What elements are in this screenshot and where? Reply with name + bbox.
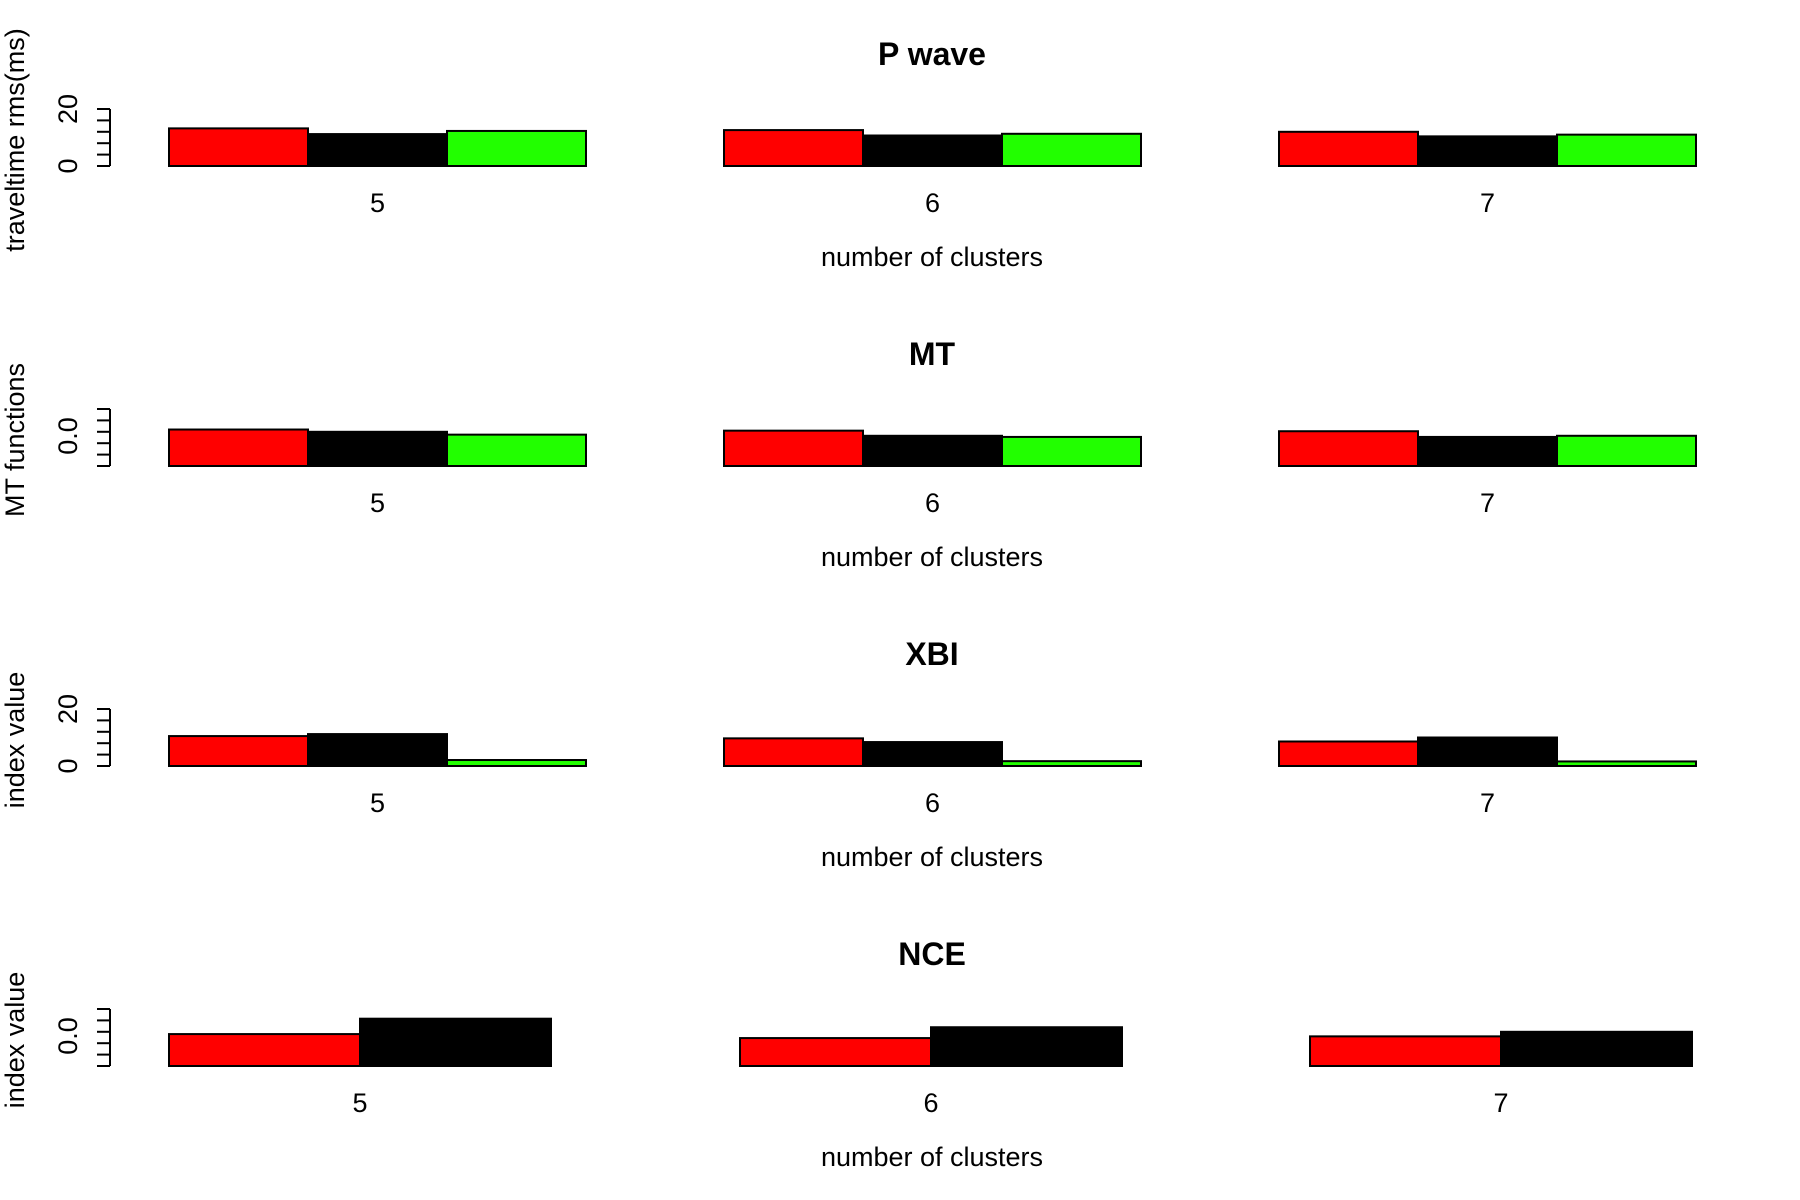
x-tick-label: 5 [352,1088,367,1118]
bar-5-series-2 [307,133,448,168]
y-axis-label: traveltime rms(ms) [0,28,30,252]
bar-6-series-1 [739,1037,932,1068]
y-tick-label: 0.0 [53,417,83,455]
bar-7-series-3 [1556,434,1697,467]
panel-1: P wave traveltime rms(ms) 0 20 5 6 7 number of … [0,28,1697,272]
bar-7-series-2 [1417,736,1558,767]
bar-5-series-3 [446,129,587,168]
chart-title: MT [909,336,956,372]
panel-4: NCE index value 0.0 5 6 7 number of clusters [0,936,1693,1172]
bar-6-series-3 [1001,760,1142,767]
y-tick-label: 20 [53,694,83,724]
bar-7-series-1 [1309,1035,1502,1067]
y-axis-label: index value [0,972,30,1109]
bar-7-series-2 [1500,1030,1693,1068]
x-axis-label: number of clusters [821,542,1043,572]
bar-5-series-1 [168,1033,361,1068]
bar-7-series-1 [1278,430,1419,467]
x-tick-label: 7 [1480,188,1495,218]
bar-6-series-1 [723,129,864,167]
bar-6-series-2 [930,1026,1123,1067]
bar-7-series-1 [1278,130,1419,168]
panel-2: MT MT functions 0.0 5 6 7 number of clusters [0,336,1697,572]
chart-title: NCE [898,936,966,972]
bar-7-series-2 [1417,435,1558,467]
bar-6-series-3 [1001,435,1142,467]
bar-5-series-1 [168,735,309,767]
y-axis-label: MT functions [0,363,30,517]
bar-6-series-2 [862,741,1003,767]
bar-6-series-2 [862,134,1003,168]
bar-6-series-2 [862,434,1003,467]
y-tick-label: 0 [53,758,83,773]
chart-title: XBI [905,636,958,672]
bar-6-series-1 [723,737,864,767]
x-tick-label: 7 [1480,488,1495,518]
y-tick-label: 0 [53,158,83,173]
bar-7-series-3 [1556,760,1697,768]
bar-6-series-3 [1001,132,1142,167]
x-tick-label: 7 [1493,1088,1508,1118]
x-axis-label: number of clusters [821,242,1043,272]
x-tick-label: 6 [925,488,940,518]
x-axis-label: number of clusters [821,842,1043,872]
y-axis-label: index value [0,672,30,809]
bar-5-series-2 [307,733,448,768]
x-tick-label: 6 [925,188,940,218]
bar-7-series-3 [1556,133,1697,167]
x-tick-label: 6 [925,788,940,818]
bar-5-series-3 [446,759,587,767]
bar-5-series-2 [307,430,448,468]
x-tick-label: 7 [1480,788,1495,818]
bar-7-series-1 [1278,740,1419,768]
y-tick-label: 0.0 [53,1017,83,1055]
bar-5-series-1 [168,127,309,168]
bar-7-series-2 [1417,135,1558,167]
chart-title: P wave [878,36,986,72]
x-tick-label: 5 [370,788,385,818]
y-tick-label: 20 [53,94,83,124]
bar-5-series-1 [168,428,309,468]
bar-6-series-1 [723,429,864,468]
x-tick-label: 6 [923,1088,938,1118]
x-tick-label: 5 [370,188,385,218]
bar-5-series-2 [359,1017,552,1068]
x-axis-label: number of clusters [821,1142,1043,1172]
bar-5-series-3 [446,433,587,467]
panel-3: XBI index value 0 20 5 6 7 number of clusters [0,636,1697,872]
x-tick-label: 5 [370,488,385,518]
